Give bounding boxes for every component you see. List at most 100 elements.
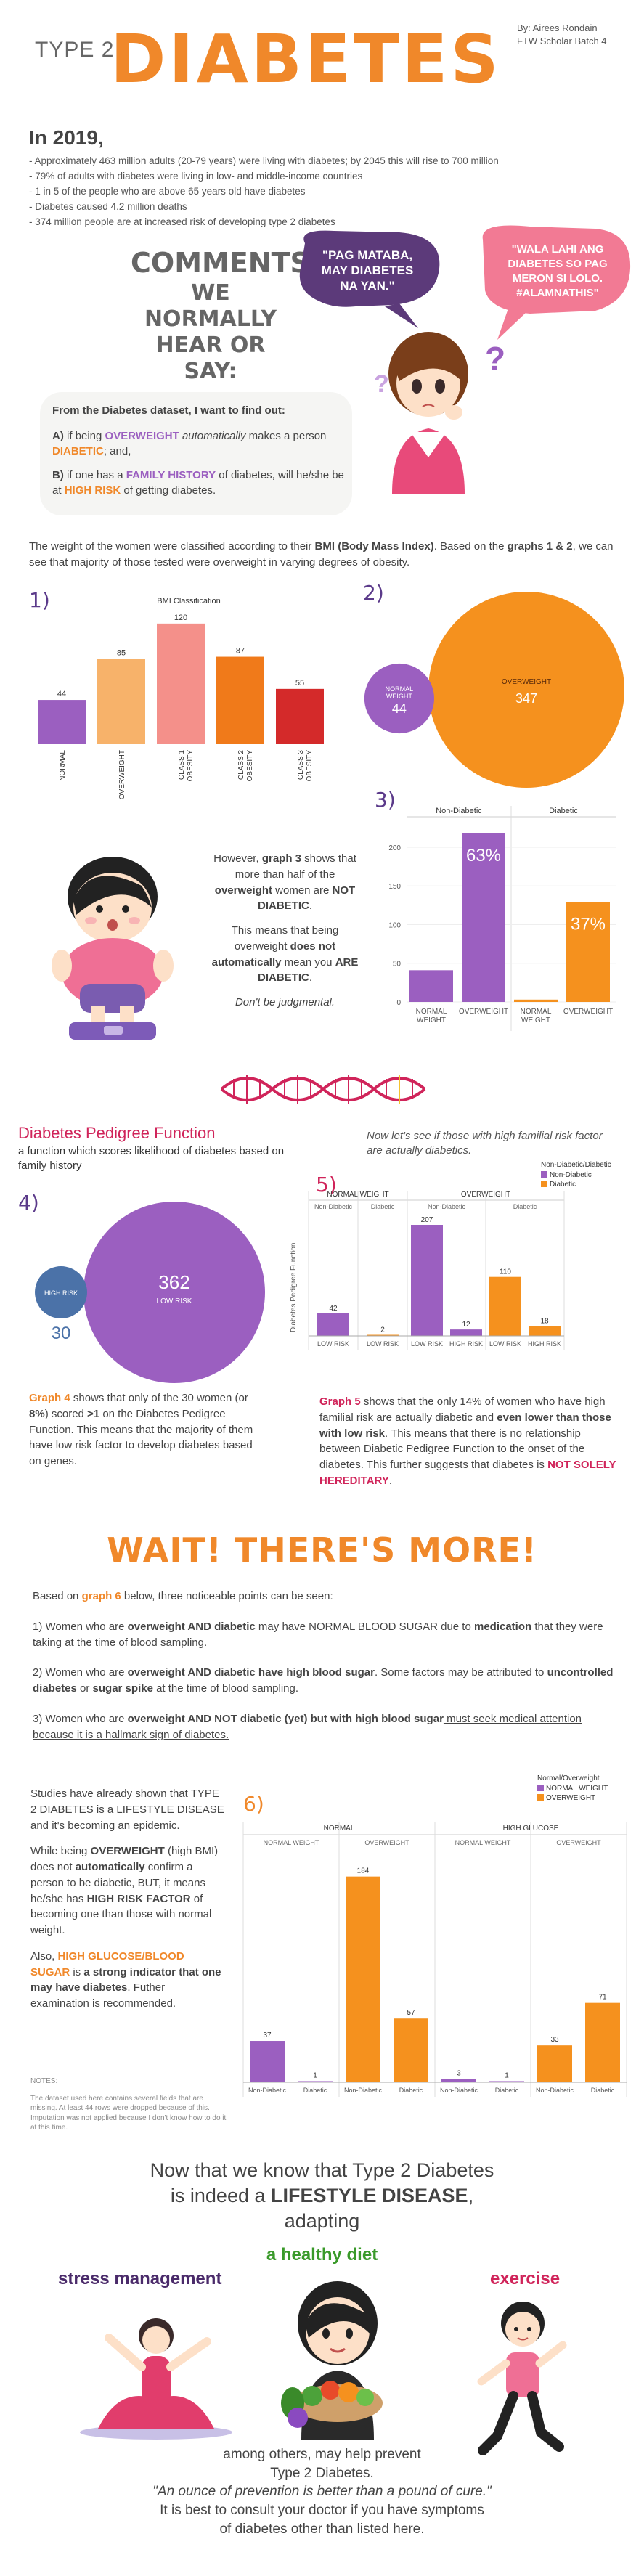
graph4-hl2: 8%: [29, 1407, 45, 1420]
graph1-bar: [276, 688, 324, 744]
page-title: DIABETES: [110, 20, 502, 98]
comments-title-line1: COMMENTS: [131, 247, 310, 279]
graph3-hl2: overweight: [214, 884, 272, 897]
graph6-subpanel-label: OVERWEIGHT: [556, 1839, 601, 1846]
graph5-subpanel-label: Non-Diabetic: [428, 1203, 466, 1210]
graph6-bar: [298, 2081, 333, 2082]
lifestyle-p2-t3: confirm a person to be diabetic, BUT, it…: [30, 1861, 205, 1905]
graph6-bar: [585, 2002, 620, 2082]
conclusion-line4: among others, may help prevent: [223, 2447, 421, 2462]
stats-item: - Approximately 463 million adults (20-7…: [29, 155, 499, 166]
wait-p2-t3: or: [76, 1682, 93, 1695]
graph3-p2-t3: .: [309, 971, 312, 985]
author: By: Airees Rondain FTW Scholar Batch 4: [517, 22, 607, 47]
conclusion-line6: It is best to consult your doctor if you…: [160, 2502, 484, 2518]
graph3-p2-t2: mean you: [281, 955, 335, 969]
graph1-category-label: CLASS 1: [178, 750, 186, 780]
lifestyle-p3-t1: Also,: [30, 1949, 58, 1962]
graph2-bubble-overweight: [428, 592, 624, 788]
graph3-category-label: WEIGHT: [521, 1016, 550, 1024]
graph6-bar: [489, 2081, 524, 2082]
wait-p1-t2: may have NORMAL BLOOD SUGAR due to: [255, 1620, 474, 1633]
conclusion-line5: Type 2 Diabetes.: [270, 2465, 374, 2481]
bubble2-line2: DIABETES SO PAG: [508, 258, 607, 270]
graph6-legend-title: Normal/Overweight: [537, 1774, 600, 1782]
lifestyle-p3-t3: . Futher examination is recommended.: [30, 1981, 176, 2010]
bubble2-line4: #ALAMNATHIS": [516, 287, 599, 299]
graph3-y-tick: 200: [388, 844, 401, 852]
graph6-legend-label: NORMAL WEIGHT: [546, 1785, 608, 1793]
graph6-value-label: 1: [505, 2071, 509, 2079]
graph5-bar: [411, 1225, 443, 1336]
graph3-t2: shows that more than half of the: [235, 852, 356, 881]
wait-point-3: 3) Women who are overweight AND NOT diab…: [33, 1711, 621, 1743]
lifestyle-p2: While being OVERWEIGHT (high BMI) does n…: [30, 1843, 227, 1939]
graph5-category-label: LOW RISK: [411, 1340, 443, 1348]
graph2-label-normal-line2: WEIGHT: [386, 693, 412, 700]
author-name: By: Airees Rondain: [517, 23, 598, 33]
stats-item: - 1 in 5 of the people who are above 65 …: [29, 185, 306, 197]
graph1-category-label: OBESITY: [306, 750, 314, 782]
notes-text: The dataset used here contains several f…: [30, 2094, 227, 2132]
graph6-value-label: 1: [313, 2071, 317, 2079]
wait-p2-hl2: uncontrolled diabetes: [33, 1666, 614, 1695]
graph6-legend-label: OVERWEIGHT: [546, 1794, 595, 1802]
graph6-subpanel-label: NORMAL WEIGHT: [455, 1839, 511, 1846]
graph5-subpanel-label: Diabetic: [371, 1203, 395, 1210]
lifestyle-p2-t1: While being: [30, 1845, 91, 1858]
graph5-value-label: 2: [380, 1326, 385, 1334]
intro-question-a: A) if being OVERWEIGHT automatically mak…: [52, 428, 350, 459]
wait-lead: Based on graph 6 below, three noticeable…: [33, 1589, 621, 1605]
bubble1-line2: MAY DIABETES: [322, 264, 414, 277]
graph6-value-label: 71: [598, 1994, 607, 2002]
graph1-value-label: 120: [174, 614, 187, 622]
question-mark-icon-2: ?: [374, 370, 389, 398]
chart-number-5: 5): [316, 1173, 337, 1197]
graph2-label-normal-line1: NORMAL: [386, 685, 414, 693]
lifestyle-p1: Studies have already shown that TYPE 2 D…: [30, 1788, 224, 1832]
stats-list: - Approximately 463 million adults (20-7…: [29, 154, 499, 230]
wait-p1-hl2: medication: [473, 1620, 532, 1633]
graph3-y-tick: 150: [388, 883, 401, 891]
graph4-bubble-high-risk: [35, 1266, 87, 1318]
graph-4-pedigree-bubbles: 362 LOW RISK HIGH RISK 30: [35, 1202, 265, 1383]
stats-item: - Diabetes caused 4.2 million deaths: [29, 200, 187, 212]
graph3-category-label: OVERWEIGHT: [563, 1008, 613, 1016]
graph1-bar: [38, 700, 86, 744]
graph3-y-tick: 0: [396, 999, 401, 1007]
graph5-hl2: even lower than those with low risk: [319, 1411, 611, 1440]
graph6-legend-swatch: [537, 1794, 544, 1801]
graph6-category-label: Non-Diabetic: [440, 2087, 478, 2094]
graph6-subpanel-label: NORMAL WEIGHT: [264, 1839, 319, 1846]
intro-a-text3: makes a person: [245, 430, 327, 442]
bmi-intro-t2: . Based on the: [433, 540, 508, 553]
wait-point-2: 2) Women who are overweight AND diabetic…: [33, 1665, 621, 1697]
graph6-value-label: 57: [407, 2009, 415, 2017]
stats-item: - 374 million people are at increased ri…: [29, 216, 335, 227]
graph1-category-label: OBESITY: [187, 750, 195, 782]
graph-5-pedigree-by-weight: Non-Diabetic/Diabetic Non-Diabetic Diabeti…: [290, 1161, 611, 1350]
graph3-p2-hl: does not automatically: [211, 939, 336, 969]
bubble-pink-shape: [482, 225, 631, 314]
graph6-bar: [394, 2018, 428, 2082]
graph4-text: Graph 4 shows that only of the 30 women …: [29, 1390, 254, 1470]
bmi-intro-t1: The weight of the women were classified …: [29, 540, 315, 553]
intro-a-text4: ; and,: [103, 445, 131, 457]
intro-b-hl2: HIGH RISK: [64, 484, 121, 497]
graph5-legend-label: Diabetic: [550, 1181, 576, 1189]
graph3-p3: Don't be judgmental.: [235, 996, 335, 1008]
bmi-intro-t3: , we can see that majority of those test…: [29, 540, 614, 568]
conclusion-line1: Now that we know that Type 2 Diabetes: [150, 2159, 494, 2181]
graph3-percent-label: 37%: [571, 915, 606, 934]
chart-number-2: 2): [363, 581, 384, 605]
graph5-bar: [489, 1276, 521, 1336]
bubble2-line1: "WALA LAHI ANG: [512, 243, 604, 256]
graph5-category-label: HIGH RISK: [528, 1340, 561, 1348]
graph1-bar: [157, 623, 205, 744]
dna-divider-icon: [220, 1075, 426, 1104]
question-mark-icon: ?: [485, 340, 505, 378]
graph-1-bmi-classification: BMI Classification 44 NORMAL 85 OVERWEIGHT 12…: [38, 597, 324, 799]
chart-number-4: 4): [18, 1191, 39, 1215]
graph5-text: Graph 5 shows that the only 14% of women…: [319, 1394, 624, 1489]
